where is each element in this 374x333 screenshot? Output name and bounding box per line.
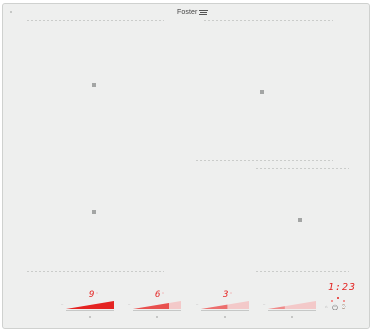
- zone-3-tick: [224, 316, 226, 318]
- zone-4-baseline: [268, 310, 316, 311]
- zone-1-minus[interactable]: –: [61, 301, 64, 306]
- zone-1-slider[interactable]: [66, 300, 114, 310]
- timer-indicator: [337, 297, 339, 299]
- lock-indicator: [331, 300, 333, 302]
- zone-1-baseline: [66, 310, 114, 311]
- zone-2-slider[interactable]: [133, 300, 181, 310]
- zone-outline-mid-right-b: [255, 168, 349, 169]
- zone-4-minus[interactable]: –: [263, 301, 266, 306]
- zone-3-slider[interactable]: [201, 300, 249, 310]
- zone-2-slider-graphic: [133, 301, 181, 309]
- zone-4-slider-graphic: [268, 301, 316, 309]
- zone-outline-bottom-left: [26, 271, 164, 272]
- brand-logo: Foster: [177, 9, 209, 16]
- zone-4-tick: [291, 316, 293, 318]
- zone-1-slider-graphic: [66, 301, 114, 309]
- power-icon[interactable]: [332, 304, 338, 310]
- zone-1-dot: °: [96, 292, 98, 298]
- zone-3-slider-graphic: [201, 301, 249, 309]
- zone-1-tick: [89, 316, 91, 318]
- zone-center-front-left[interactable]: [92, 83, 96, 87]
- timer-icon[interactable]: ⌚: [341, 304, 346, 309]
- zone-2-dot: °: [162, 292, 164, 298]
- zone-3-baseline: [201, 310, 249, 311]
- zone-3-minus[interactable]: –: [196, 301, 199, 306]
- timer-display: 1:23: [328, 282, 357, 293]
- zone-2-tick: [156, 316, 158, 318]
- zone-2-level: 6: [155, 290, 161, 300]
- zone-4-slider[interactable]: [268, 300, 316, 310]
- corner-mark: [10, 11, 12, 13]
- zone-3-dot: °: [230, 292, 232, 298]
- zone-center-rear-left[interactable]: [92, 210, 96, 214]
- zone-1-level: 9: [89, 290, 95, 300]
- zone-outline-bottom-right: [255, 271, 349, 272]
- zone-2-minus[interactable]: –: [128, 301, 131, 306]
- lock-icon[interactable]: ⌂: [325, 304, 328, 309]
- zone-outline-top-left: [26, 20, 164, 21]
- timer-indicator-2: [343, 300, 345, 302]
- zone-2-baseline: [133, 310, 181, 311]
- brand-name: Foster: [177, 9, 198, 16]
- brand-mark-icon: [199, 10, 209, 15]
- zone-center-front-right[interactable]: [260, 90, 264, 94]
- zone-outline-mid-right-a: [195, 160, 333, 161]
- zone-3-level: 3: [223, 290, 229, 300]
- zone-center-rear-right[interactable]: [298, 218, 302, 222]
- cooktop-glass: [2, 3, 370, 329]
- zone-outline-top-right: [203, 20, 333, 21]
